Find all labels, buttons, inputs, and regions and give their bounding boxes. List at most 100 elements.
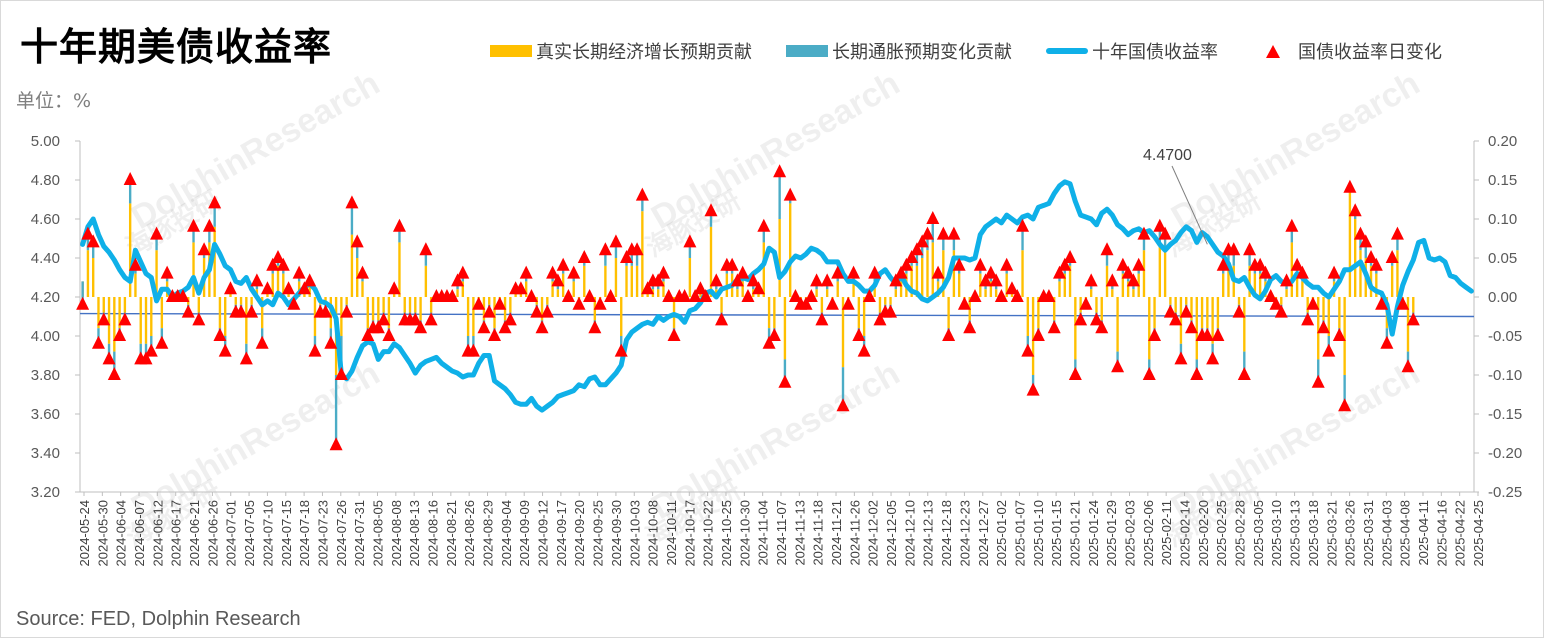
daily-change-triangle: [102, 351, 116, 365]
x-axis-tick-label: 2025-03-10: [1269, 500, 1284, 567]
daily-change-triangle: [1311, 374, 1325, 388]
daily-change-triangle: [340, 304, 354, 318]
bar-real-growth: [1169, 297, 1172, 305]
bar-real-growth: [382, 297, 385, 313]
daily-change-triangle: [1227, 242, 1241, 256]
daily-change-triangle: [1237, 367, 1251, 380]
bar-real-growth: [815, 289, 818, 297]
daily-change-triangle: [245, 304, 259, 318]
daily-change-triangle: [292, 265, 306, 279]
bar-real-growth: [1412, 297, 1415, 313]
bar-real-growth: [736, 289, 739, 297]
bar-real-growth: [709, 226, 713, 297]
bar-inflation: [921, 242, 924, 258]
x-axis-tick-label: 2024-10-08: [646, 500, 661, 567]
daily-change-triangle: [551, 273, 565, 287]
x-axis-tick-label: 2025-01-21: [1067, 500, 1082, 567]
bar-real-growth: [926, 250, 929, 297]
bar-real-growth: [239, 297, 243, 305]
daily-change-triangle: [1338, 398, 1352, 412]
x-axis-tick-label: 2024-07-01: [224, 500, 239, 567]
x-axis-tick-label: 2024-11-18: [811, 500, 826, 566]
bar-real-growth: [276, 265, 280, 297]
daily-change-triangle: [1063, 250, 1077, 263]
daily-change-triangle: [355, 265, 369, 279]
daily-change-triangle: [778, 374, 792, 388]
triangles-layer: [76, 164, 1420, 451]
legend-label-inflation: 长期通胀预期变化贡献: [832, 42, 1012, 63]
right-axis-tick-label: 0.20: [1488, 133, 1517, 150]
daily-change-triangle: [973, 257, 987, 271]
x-axis-tick-label: 2025-02-28: [1233, 500, 1248, 567]
bar-inflation: [926, 234, 929, 251]
daily-change-triangle: [825, 296, 839, 310]
daily-change-triangle: [208, 195, 222, 209]
daily-change-triangle: [540, 304, 554, 318]
daily-change-triangle: [1243, 242, 1257, 256]
bar-real-growth: [1248, 265, 1251, 297]
daily-change-triangle: [1042, 289, 1056, 302]
x-axis-tick-label: 2025-03-18: [1306, 500, 1321, 567]
bar-real-growth: [762, 242, 765, 297]
bar-real-growth: [282, 273, 285, 297]
bar-real-growth: [1116, 297, 1119, 352]
bar-inflation: [208, 226, 211, 243]
daily-change-triangle: [1369, 257, 1383, 271]
bar-real-growth: [260, 297, 264, 329]
x-axis-tick-label: 2024-12-02: [866, 500, 881, 567]
daily-change-triangle: [583, 289, 597, 302]
bar-real-growth: [350, 234, 354, 297]
daily-change-triangle: [1005, 281, 1019, 295]
daily-change-triangle: [915, 234, 929, 248]
daily-change-triangle: [936, 226, 950, 240]
daily-change-triangle: [678, 289, 692, 302]
bar-inflation: [1227, 250, 1230, 266]
x-axis-tick-label: 2024-07-18: [297, 500, 312, 567]
bar-real-growth: [551, 281, 554, 297]
bar-real-growth: [884, 297, 887, 305]
bar-inflation: [778, 172, 781, 219]
daily-change-triangle: [931, 265, 945, 279]
x-axis-tick-label: 2024-12-18: [939, 500, 954, 567]
daily-change-triangle: [1047, 320, 1061, 334]
bar-real-growth: [662, 281, 665, 297]
annotation-leader: [1171, 165, 1208, 245]
x-axis-tick-label: 2024-09-17: [554, 500, 569, 567]
daily-change-triangle: [218, 343, 232, 357]
daily-change-triangle: [91, 335, 105, 349]
daily-change-triangle: [984, 265, 998, 279]
bar-inflation: [1243, 351, 1246, 375]
x-axis-tick-label: 2024-06-26: [205, 500, 220, 567]
daily-change-triangle: [656, 265, 670, 279]
bar-real-growth: [1190, 297, 1193, 321]
bar-inflation: [92, 242, 95, 258]
daily-change-triangle: [1100, 242, 1114, 256]
left-axis-tick-label: 3.20: [31, 484, 60, 501]
daily-change-triangle: [704, 203, 718, 217]
annotation-layer: 4.4700: [1143, 147, 1208, 245]
bar-real-growth: [408, 297, 412, 313]
bar-real-growth: [583, 265, 586, 297]
bar-inflation: [81, 281, 84, 305]
bar-inflation: [952, 234, 956, 251]
daily-change-triangle: [1058, 257, 1072, 271]
daily-change-triangle: [651, 273, 665, 287]
left-axis-tick-label: 3.80: [31, 367, 60, 384]
x-axis-tick-label: 2025-01-10: [1031, 500, 1046, 567]
daily-change-triangle: [688, 289, 702, 302]
right-axis-tick-label: 0.05: [1488, 250, 1517, 267]
daily-change-triangle: [1074, 312, 1088, 326]
daily-change-triangle: [862, 289, 876, 302]
bar-real-growth: [957, 273, 961, 297]
daily-change-triangle: [836, 398, 850, 412]
daily-change-triangle: [139, 351, 153, 365]
daily-change-triangle: [308, 343, 322, 357]
bar-real-growth: [1068, 265, 1072, 297]
x-axis-tick-label: 2025-03-13: [1288, 500, 1303, 567]
bar-inflation: [1317, 359, 1320, 383]
x-axis-tick-label: 2024-09-12: [536, 500, 551, 567]
x-axis-tick-label: 2024-08-08: [389, 500, 404, 567]
daily-change-triangle: [767, 328, 781, 341]
x-axis-tick-label: 2024-07-31: [352, 500, 367, 567]
bar-real-growth: [540, 297, 544, 321]
